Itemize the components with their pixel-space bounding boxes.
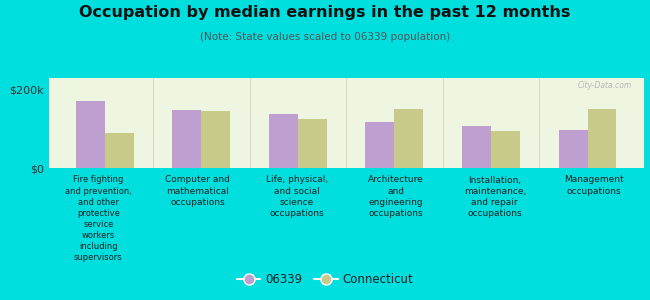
Text: (Note: State values scaled to 06339 population): (Note: State values scaled to 06339 popu… — [200, 32, 450, 41]
Text: Installation,
maintenance,
and repair
occupations: Installation, maintenance, and repair oc… — [463, 176, 526, 218]
Text: Computer and
mathematical
occupations: Computer and mathematical occupations — [165, 176, 230, 207]
Text: Fire fighting
and prevention,
and other
protective
service
workers
including
sup: Fire fighting and prevention, and other … — [65, 176, 132, 262]
Legend: 06339, Connecticut: 06339, Connecticut — [232, 269, 418, 291]
Bar — [202, 111, 230, 168]
Text: Management
occupations: Management occupations — [564, 176, 624, 196]
Text: Architecture
and
engineering
occupations: Architecture and engineering occupations — [368, 176, 424, 218]
Bar — [105, 133, 134, 168]
Bar — [588, 109, 616, 168]
Bar — [395, 109, 423, 168]
Bar — [462, 126, 491, 168]
Text: Occupation by median earnings in the past 12 months: Occupation by median earnings in the pas… — [79, 4, 571, 20]
Bar — [269, 114, 298, 168]
Bar — [558, 130, 588, 168]
Bar — [76, 101, 105, 168]
Text: City-Data.com: City-Data.com — [577, 81, 632, 90]
Bar — [365, 122, 395, 168]
Bar — [172, 110, 202, 168]
Bar — [298, 119, 327, 168]
Bar — [491, 131, 520, 168]
Text: Life, physical,
and social
science
occupations: Life, physical, and social science occup… — [265, 176, 328, 218]
